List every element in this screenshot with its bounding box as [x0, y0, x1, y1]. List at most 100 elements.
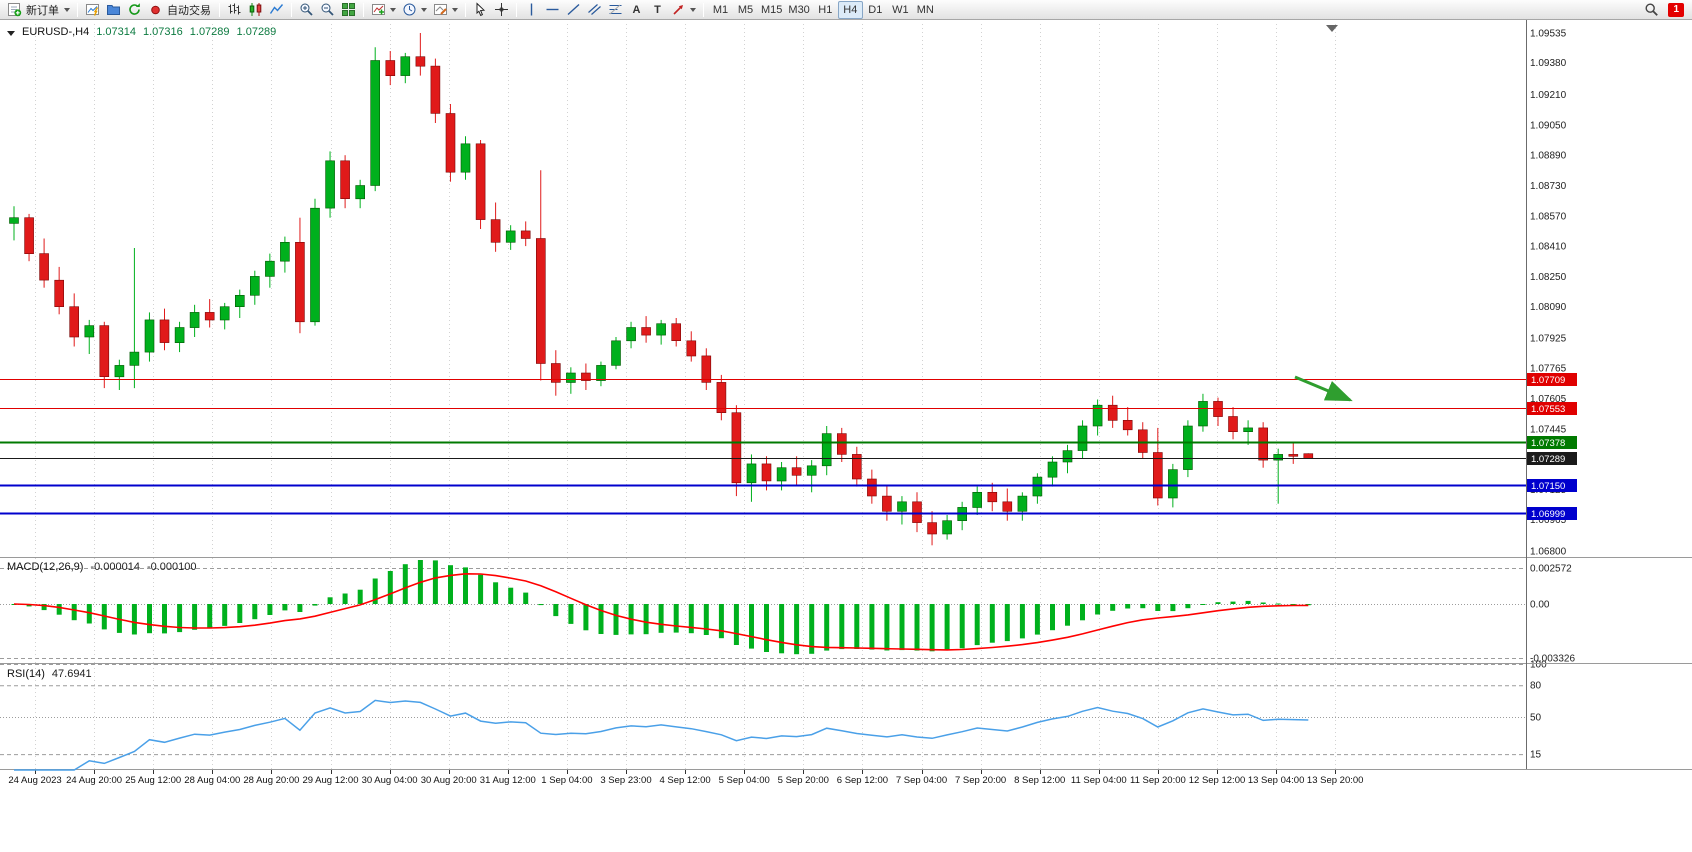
rsi-axis-label: 15 [1530, 750, 1542, 761]
auto-trading-button[interactable]: 自动交易 [145, 1, 215, 19]
macd-value-main: -0.000014 [90, 561, 140, 573]
new-order-icon [8, 3, 22, 17]
bar-chart-button[interactable] [224, 1, 245, 19]
price-axis-label: 1.09050 [1530, 120, 1567, 131]
trendline-button[interactable] [563, 1, 584, 19]
channel-button[interactable] [584, 1, 605, 19]
toolbar-separator [77, 2, 78, 17]
indicators-dropdown-button[interactable] [368, 1, 399, 19]
timeframe-button-h4[interactable]: H4 [837, 0, 863, 19]
price-tag [1527, 452, 1577, 465]
price-chart-canvas[interactable]: 0.0025720.00-0.0033261008050151.095351.0… [0, 20, 1692, 852]
time-axis-label: 30 Aug 20:00 [421, 775, 477, 786]
timeframe-button-m15[interactable]: M15 [758, 1, 785, 19]
candlestick-chart-icon [249, 3, 262, 16]
price-axis-label: 1.07925 [1530, 333, 1567, 344]
profiles-folder-icon [107, 5, 120, 15]
price-axis-label: 1.08090 [1530, 302, 1567, 313]
templates-dropdown-button[interactable] [430, 1, 461, 19]
refresh-button[interactable] [124, 1, 145, 19]
auto-trading-label: 自动交易 [167, 4, 211, 17]
dropdown-caret-icon [390, 7, 396, 12]
text-button[interactable]: A [626, 1, 647, 19]
chart-shift-marker-icon[interactable] [1326, 25, 1338, 32]
cursor-icon [476, 2, 486, 17]
profiles-button[interactable] [103, 1, 124, 19]
search-icon [1645, 3, 1659, 16]
price-axis-label: 1.08410 [1530, 242, 1567, 253]
new-order-button[interactable]: 新订单 [4, 1, 73, 19]
candlestick-chart-button[interactable] [245, 1, 266, 19]
dropdown-caret-icon [421, 7, 427, 12]
time-axis-label: 31 Aug 12:00 [480, 775, 536, 786]
text-tool-icon: A [632, 3, 641, 16]
price-tag [1527, 402, 1577, 415]
periods-dropdown-button[interactable] [399, 1, 430, 19]
time-axis-label: 7 Sep 04:00 [896, 775, 947, 786]
template-icon [434, 4, 447, 15]
timeframe-button-m30[interactable]: M30 [785, 1, 812, 19]
tile-windows-button[interactable] [338, 1, 359, 19]
vertical-line-icon [530, 3, 533, 16]
time-axis-label: 13 Sep 04:00 [1248, 775, 1305, 786]
price-axis-label: 1.08890 [1530, 151, 1567, 162]
dropdown-caret-icon [690, 7, 696, 12]
price-tag [1527, 373, 1577, 386]
macd-readout: MACD(12,26,9) -0.000014 -0.000100 [7, 561, 197, 573]
price-tag [1527, 436, 1577, 449]
refresh-icon [129, 3, 140, 15]
drawn-arrow-annotation[interactable] [1294, 375, 1353, 402]
price-tag-label: 1.07289 [1531, 454, 1565, 465]
rsi-axis-label: 50 [1530, 713, 1542, 724]
timeframe-button-mn[interactable]: MN [913, 1, 938, 19]
price-axis-label: 1.09380 [1530, 58, 1567, 69]
arrows-dropdown-button[interactable] [668, 1, 699, 19]
timeframe-button-m1[interactable]: M1 [708, 1, 733, 19]
new-chart-button[interactable] [82, 1, 103, 19]
timeframe-button-d1[interactable]: D1 [863, 1, 888, 19]
fibonacci-button[interactable] [605, 1, 626, 19]
price-axis-label: 1.06800 [1530, 547, 1567, 558]
rsi-value: 47.6941 [51, 668, 92, 680]
new-chart-icon [86, 4, 99, 16]
horizontal-line-button[interactable] [542, 1, 563, 19]
line-chart-button[interactable] [266, 1, 287, 19]
price-axis-label: 1.09210 [1530, 90, 1567, 101]
price-tag-label: 1.06999 [1531, 509, 1565, 520]
time-axis-label: 8 Sep 12:00 [1014, 775, 1065, 786]
price-tag-label: 1.07709 [1531, 375, 1565, 386]
price-tag [1527, 507, 1577, 520]
macd-signal-line [13, 572, 1309, 651]
crosshair-button[interactable] [491, 1, 512, 19]
toolbar-separator [291, 2, 292, 17]
time-axis-label: 4 Sep 12:00 [659, 775, 710, 786]
cursor-button[interactable] [470, 1, 491, 19]
notification-badge[interactable]: 1 [1668, 2, 1684, 17]
label-button[interactable]: T [647, 1, 668, 19]
search-button[interactable] [1641, 1, 1662, 19]
vertical-line-button[interactable] [521, 1, 542, 19]
toolbar-separator [465, 2, 466, 17]
price-axis-label: 1.08730 [1530, 181, 1567, 192]
dropdown-caret-icon [64, 7, 70, 12]
chart-area[interactable]: 0.002572 0.00 -0.003326 100 80 50 15 1.09535 1.0… [0, 20, 1692, 852]
crosshair-icon [495, 3, 508, 16]
timeframe-button-w1[interactable]: W1 [888, 1, 913, 19]
time-axis-label: 6 Sep 12:00 [837, 775, 888, 786]
zoom-out-button[interactable] [317, 1, 338, 19]
timeframe-group: M1 M5 M15 M30 H1 H4 D1 W1 MN [708, 0, 938, 19]
macd-axis-label: 0.00 [1530, 600, 1550, 611]
rsi-line [14, 699, 1309, 771]
macd-histogram [11, 560, 1311, 655]
zoom-in-button[interactable] [296, 1, 317, 19]
time-grid-lines [35, 24, 1336, 769]
time-axis-label: 13 Sep 20:00 [1307, 775, 1364, 786]
ohlc-high: 1.07316 [143, 26, 183, 38]
chart-menu-icon[interactable] [7, 30, 15, 36]
fibonacci-icon [609, 4, 622, 15]
timeframe-button-h1[interactable]: H1 [813, 1, 838, 19]
timeframe-button-m5[interactable]: M5 [733, 1, 758, 19]
clock-icon [403, 3, 416, 16]
toolbar-separator [219, 2, 220, 17]
time-axis-label: 11 Sep 20:00 [1130, 775, 1186, 786]
